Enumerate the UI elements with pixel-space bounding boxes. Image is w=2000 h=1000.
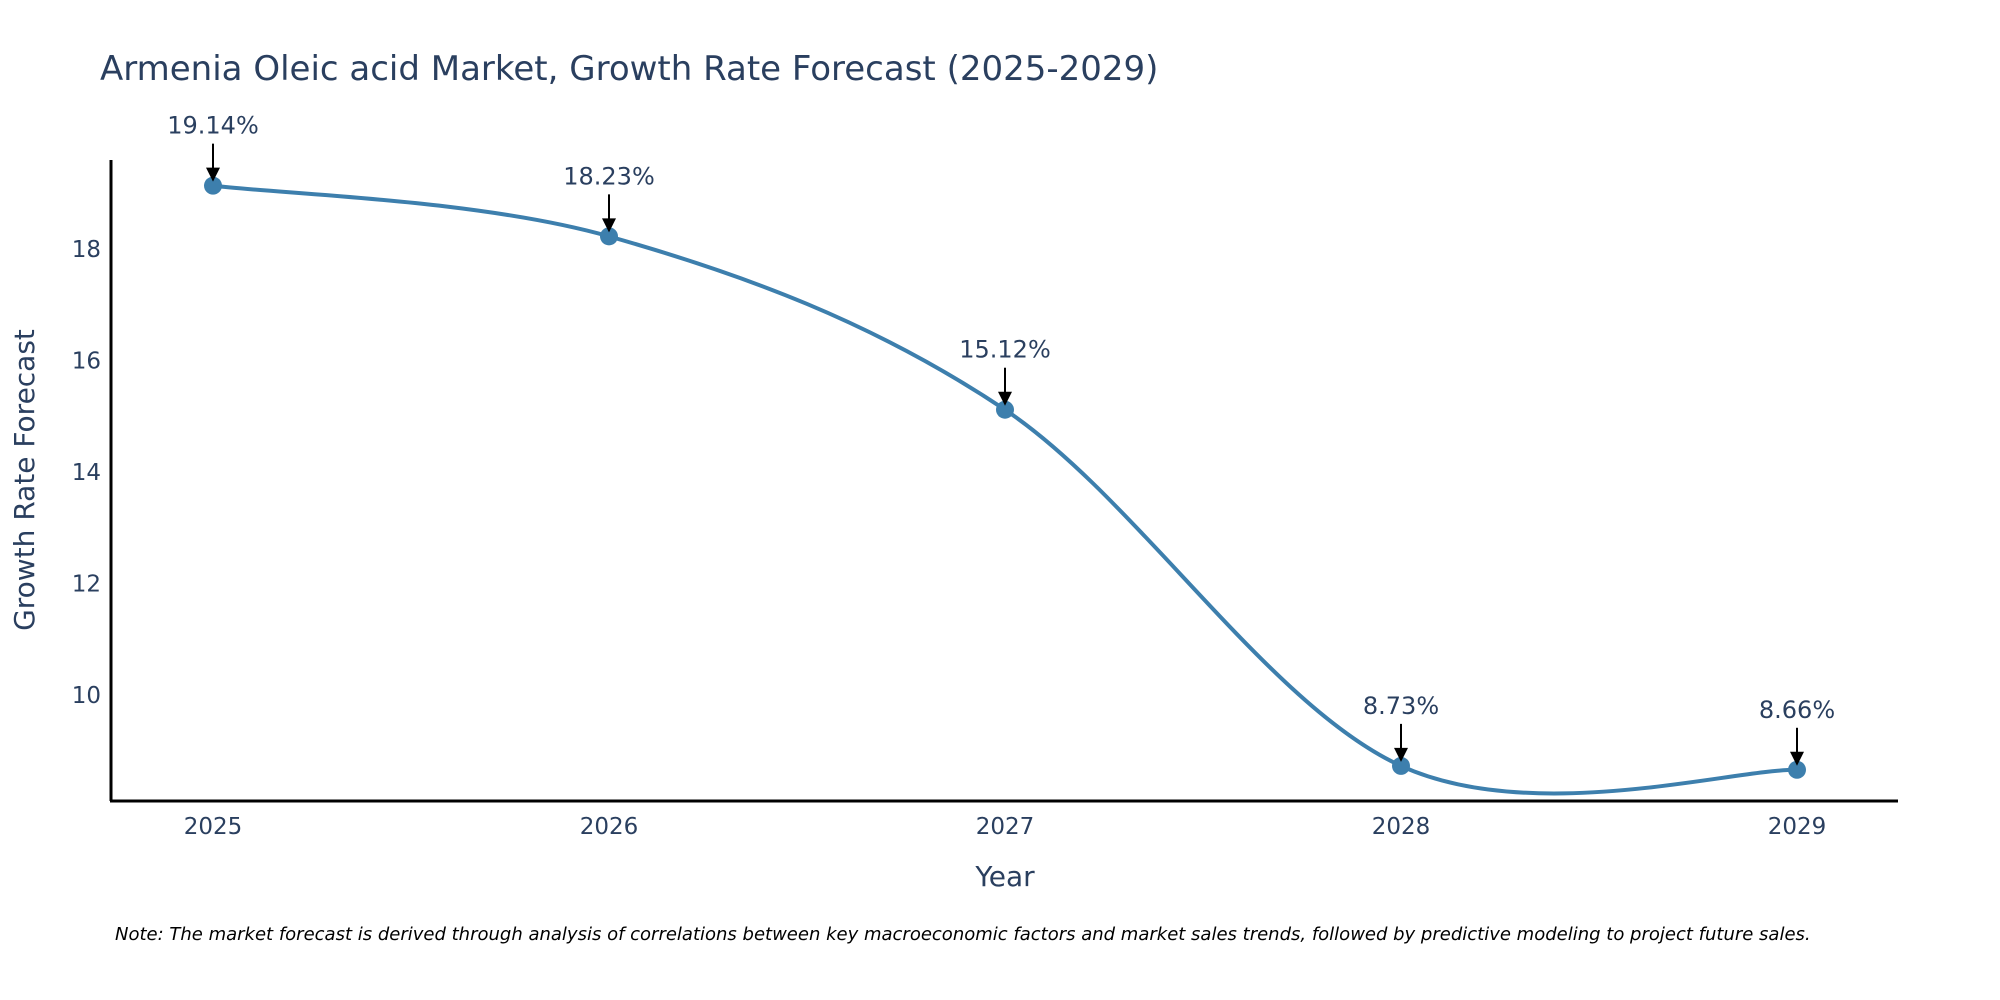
x-tick-label: 2027 xyxy=(976,814,1035,840)
y-tick-label: 14 xyxy=(72,460,101,486)
y-axis-title: Growth Rate Forecast xyxy=(8,329,41,631)
data-point xyxy=(996,400,1014,419)
data-label: 15.12% xyxy=(959,336,1051,364)
x-tick-label: 2026 xyxy=(580,814,639,840)
data-point xyxy=(204,176,222,195)
annotations: 19.14% 18.23% 15.12% 8.73% 8.66% xyxy=(167,112,1835,766)
annotation-arrowhead xyxy=(1790,751,1804,766)
annotation-arrowhead xyxy=(1394,747,1408,762)
data-point xyxy=(1392,756,1410,775)
y-tick-label: 10 xyxy=(72,683,101,709)
data-point xyxy=(600,227,618,246)
x-tick-label: 2025 xyxy=(184,814,243,840)
annotation-arrowhead xyxy=(602,218,616,233)
data-label: 8.66% xyxy=(1759,696,1835,724)
data-label: 19.14% xyxy=(167,112,259,140)
x-tick-label: 2029 xyxy=(1768,814,1827,840)
data-label: 18.23% xyxy=(563,162,655,190)
axes xyxy=(109,160,1898,803)
y-tick-label: 16 xyxy=(72,349,101,375)
x-axis-title: Year xyxy=(974,860,1035,893)
footnote: Note: The market forecast is derived thr… xyxy=(115,924,1811,945)
chart-title: Armenia Oleic acid Market, Growth Rate F… xyxy=(100,49,1158,89)
data-label: 8.73% xyxy=(1363,692,1439,720)
markers xyxy=(204,176,1806,779)
annotation-arrowhead xyxy=(206,167,220,182)
y-tick-label: 12 xyxy=(72,572,101,598)
data-point xyxy=(1788,760,1806,779)
y-ticks: 10 12 14 16 18 xyxy=(72,237,101,709)
y-tick-label: 18 xyxy=(72,237,101,263)
x-ticks: 2025 2026 2027 2028 2029 xyxy=(184,814,1827,840)
series-line xyxy=(212,183,1798,796)
x-tick-label: 2028 xyxy=(1372,814,1431,840)
annotation-arrowhead xyxy=(998,391,1012,406)
